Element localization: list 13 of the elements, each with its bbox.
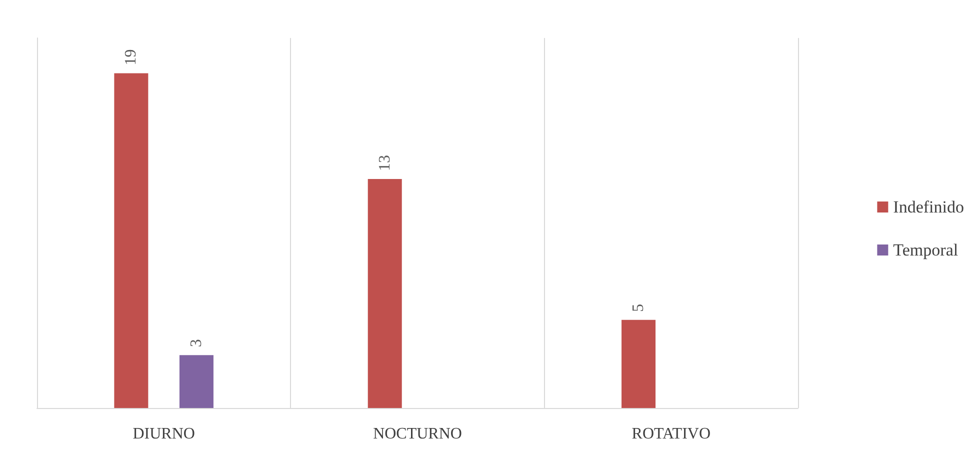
data-label: 3 [188, 339, 205, 348]
bar [622, 320, 656, 408]
legend-label: Indefinido [893, 198, 964, 216]
bar [368, 178, 402, 408]
bar [114, 73, 148, 408]
data-label: 19 [122, 49, 140, 66]
data-label: 13 [376, 154, 394, 171]
bar [179, 355, 214, 408]
x-tick-label: NOCTURNO [373, 426, 462, 442]
legend-label: Temporal [893, 240, 958, 260]
x-tick-label: DIURNO [132, 426, 195, 442]
x-tick-label: ROTATIVO [632, 426, 711, 442]
data-label: 5 [630, 304, 648, 312]
